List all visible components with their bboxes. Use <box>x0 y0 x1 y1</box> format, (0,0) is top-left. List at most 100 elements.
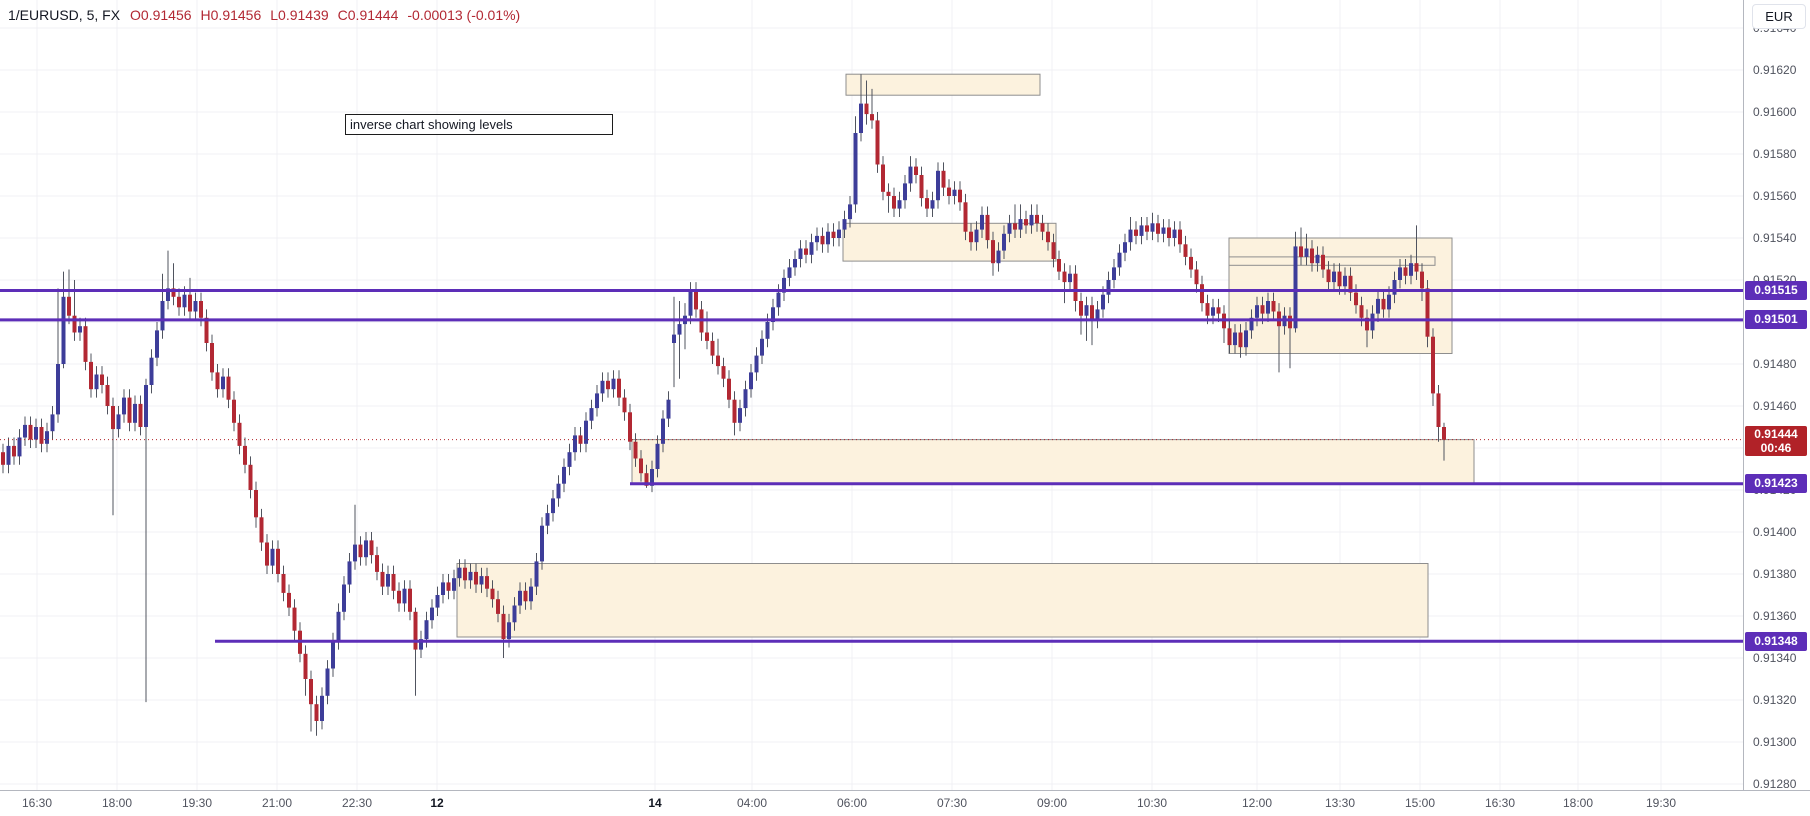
candle-bear <box>1040 223 1045 232</box>
price-axis-label: 0.91600 <box>1753 105 1797 119</box>
candle-bull <box>600 380 605 394</box>
candle-bear <box>1365 317 1369 331</box>
candle-bear <box>1183 244 1188 257</box>
price-axis-label: 0.91580 <box>1753 147 1797 161</box>
candle-bear <box>89 361 93 390</box>
candle-bull <box>166 288 170 301</box>
candle-bear <box>1381 298 1386 310</box>
candle-bull <box>270 548 275 566</box>
chart-legend: 1/EURUSD, 5, FX O0.91456 H0.91456 L0.91439 C… <box>8 7 529 23</box>
candle-bull <box>116 414 121 430</box>
candle-bear <box>892 196 896 209</box>
candle-bear <box>1425 288 1430 337</box>
text-annotation[interactable]: inverse chart showing levels <box>345 114 613 135</box>
candle-bull <box>386 574 390 587</box>
candle-bear <box>1420 271 1424 289</box>
candle-bull <box>1233 332 1237 346</box>
candle-bull <box>160 301 165 331</box>
price-axis-label: 0.91280 <box>1753 777 1797 791</box>
candle-bull <box>1376 298 1380 314</box>
candle-bull <box>760 338 764 356</box>
candle-bear <box>171 288 176 297</box>
candle-bear <box>1431 336 1435 394</box>
candle-bull <box>1315 254 1320 264</box>
candle-bear <box>1299 246 1303 257</box>
candle-bear <box>1090 305 1094 320</box>
candle-bear <box>1326 269 1331 283</box>
candle-bear <box>287 592 291 608</box>
candle-bull <box>1387 294 1391 310</box>
candle-bear <box>39 427 44 444</box>
candle-bear <box>138 403 143 427</box>
candle-bull <box>1255 305 1259 318</box>
candle-bull <box>1172 229 1177 238</box>
candle-bull <box>56 364 60 415</box>
zone-rectangle <box>456 563 1429 638</box>
candle-bear <box>188 294 192 312</box>
candle-bull <box>1002 233 1006 251</box>
candle-bull <box>1123 242 1127 253</box>
candle-bear <box>1051 242 1056 259</box>
time-axis-label: 07:30 <box>936 796 968 810</box>
candle-bear <box>67 296 71 316</box>
candle-bull <box>930 200 935 209</box>
ohlc-open: O0.91456 <box>130 7 192 23</box>
candle-bull <box>1332 271 1336 283</box>
price-scale-border[interactable] <box>1743 0 1744 790</box>
candle-bear <box>1134 229 1138 236</box>
candle-bull <box>331 641 335 669</box>
time-scale-border[interactable] <box>0 790 1810 791</box>
time-axis-label: 09:00 <box>1036 796 1068 810</box>
candle-bear <box>1310 248 1314 264</box>
candle-bull <box>149 357 154 385</box>
zone-rectangle <box>1228 256 1436 266</box>
candle-bull <box>848 204 852 220</box>
candle-bear <box>1 452 5 465</box>
candle-bull <box>1007 223 1012 234</box>
candle-bear <box>127 397 132 423</box>
candle-bull <box>529 586 533 602</box>
candle-bear <box>820 235 825 245</box>
candle-bear <box>925 198 929 209</box>
candle-bear <box>248 464 253 490</box>
candle-bull <box>424 620 429 640</box>
candle-bear <box>1354 292 1358 306</box>
symbol-title[interactable]: 1/EURUSD, 5, FX <box>8 7 121 23</box>
candle-bull <box>754 355 759 373</box>
candle-bear <box>501 613 506 640</box>
current-price-badge: 0.91444 00:46 <box>1745 425 1807 456</box>
candle-bull <box>17 437 22 457</box>
candle-bull <box>1293 246 1298 329</box>
candle-bear <box>1205 303 1210 316</box>
candle-bull <box>336 611 341 642</box>
candle-bear <box>1178 229 1182 245</box>
candle-bear <box>463 567 467 581</box>
candle-bear <box>1216 307 1221 314</box>
candle-bull <box>353 544 357 562</box>
time-axis-label: 16:30 <box>1484 796 1516 810</box>
candle-bear <box>111 406 115 430</box>
candle-bull <box>1409 263 1413 276</box>
candle-bull <box>122 397 126 415</box>
candle-bear <box>1035 214 1039 224</box>
candle-bull <box>589 408 594 421</box>
currency-toggle-button[interactable]: EUR <box>1752 4 1806 29</box>
candle-bear <box>1227 328 1232 346</box>
candle-bull <box>61 296 66 364</box>
candle-bull <box>793 259 797 268</box>
candle-bull <box>545 513 550 526</box>
candle-bear <box>413 611 418 650</box>
candle-bull <box>1084 305 1089 316</box>
candle-bear <box>243 445 247 465</box>
price-axis-label: 0.91460 <box>1753 399 1797 413</box>
candle-bear <box>1321 254 1325 270</box>
candle-bull <box>1101 294 1105 310</box>
price-axis-label: 0.91320 <box>1753 693 1797 707</box>
candle-bear <box>226 376 231 400</box>
candle-bull <box>23 424 27 438</box>
candle-bull <box>435 595 440 608</box>
candle-bull <box>1112 267 1116 280</box>
time-axis-label: 22:30 <box>341 796 373 810</box>
